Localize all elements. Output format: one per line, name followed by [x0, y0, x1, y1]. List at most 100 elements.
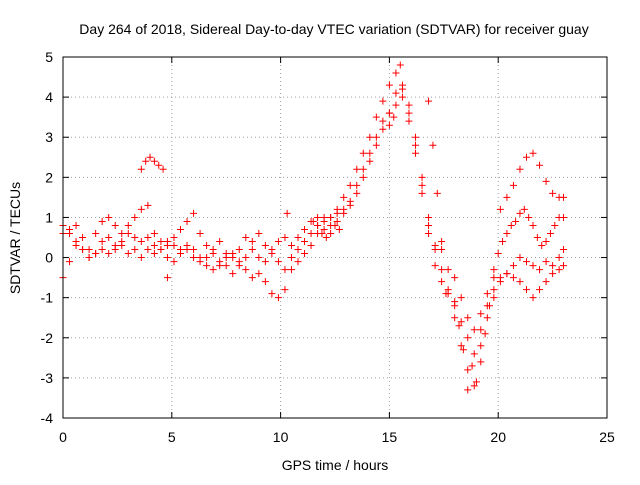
data-point: [340, 205, 348, 213]
y-tick-label: -2: [41, 330, 54, 346]
data-point: [483, 314, 491, 322]
data-point: [261, 258, 269, 266]
data-point: [555, 254, 563, 262]
data-point: [229, 270, 237, 278]
data-point: [144, 234, 152, 241]
data-point: [379, 125, 387, 133]
data-point: [255, 229, 263, 237]
data-point: [372, 133, 380, 141]
data-point: [472, 378, 480, 386]
data-point: [438, 278, 446, 286]
data-point: [307, 242, 315, 250]
data-series-1: [59, 93, 567, 358]
data-point: [555, 266, 563, 274]
data-point: [481, 330, 489, 338]
data-series-3: [137, 61, 567, 394]
data-point: [79, 234, 87, 241]
data-point: [111, 221, 119, 229]
data-point: [157, 238, 165, 246]
data-point: [216, 238, 224, 246]
data-point: [150, 250, 158, 258]
data-point: [418, 173, 426, 181]
data-point: [98, 238, 106, 246]
data-point: [522, 286, 530, 294]
data-point: [520, 205, 528, 213]
data-point: [320, 225, 328, 233]
data-point: [529, 149, 537, 157]
data-point: [425, 213, 433, 221]
data-point: [503, 270, 511, 278]
data-point: [442, 290, 450, 298]
data-point: [503, 193, 511, 201]
data-point: [229, 254, 237, 262]
data-point: [512, 217, 520, 225]
data-point: [438, 246, 446, 254]
data-point: [131, 246, 139, 254]
data-point: [209, 266, 217, 274]
data-point: [559, 246, 567, 254]
data-point: [433, 189, 441, 197]
y-tick-label: 4: [45, 89, 53, 105]
data-point: [105, 213, 113, 221]
data-point: [536, 286, 544, 294]
data-point: [190, 209, 198, 217]
data-point: [118, 229, 126, 237]
data-point: [385, 109, 393, 117]
plot-frame: [62, 56, 608, 419]
data-point: [418, 181, 426, 189]
data-point: [507, 221, 515, 229]
data-point: [242, 234, 250, 241]
data-point: [459, 346, 467, 354]
data-point: [425, 221, 433, 229]
data-point: [353, 181, 361, 189]
data-point: [529, 294, 537, 302]
data-point: [177, 246, 185, 254]
data-point: [379, 117, 387, 125]
data-point: [222, 250, 230, 258]
data-point: [235, 262, 243, 270]
data-point: [390, 113, 398, 121]
data-point: [405, 117, 413, 125]
data-point: [464, 334, 472, 342]
data-point: [483, 290, 491, 298]
data-point: [549, 270, 557, 278]
data-point: [509, 262, 517, 270]
data-point: [418, 189, 426, 197]
data-point: [477, 326, 485, 334]
data-point: [542, 177, 550, 185]
data-point: [451, 298, 459, 306]
data-point: [457, 318, 465, 326]
data-point: [137, 254, 145, 262]
data-point: [353, 165, 361, 173]
data-point: [142, 157, 150, 165]
data-point: [451, 314, 459, 322]
data-point: [268, 290, 276, 298]
data-point: [79, 246, 87, 254]
data-point: [549, 189, 557, 197]
data-point: [549, 262, 557, 270]
data-point: [455, 322, 463, 330]
data-point: [470, 350, 478, 358]
y-tick-label: -4: [41, 410, 54, 426]
data-point: [301, 225, 309, 233]
data-point: [464, 366, 472, 374]
data-point: [309, 217, 317, 225]
data-point: [163, 254, 171, 262]
data-point: [170, 242, 178, 250]
data-point: [203, 242, 211, 250]
data-point: [536, 266, 544, 274]
data-point: [392, 89, 400, 97]
data-point: [301, 250, 309, 258]
data-point: [398, 81, 406, 89]
data-point: [477, 310, 485, 318]
y-tick-label: -1: [41, 290, 54, 306]
data-point: [438, 238, 446, 246]
data-point: [464, 314, 472, 322]
data-point: [274, 238, 282, 246]
data-point: [522, 153, 530, 161]
data-point: [559, 262, 567, 270]
data-point: [392, 101, 400, 109]
data-point: [318, 229, 326, 237]
data-point: [170, 258, 178, 266]
